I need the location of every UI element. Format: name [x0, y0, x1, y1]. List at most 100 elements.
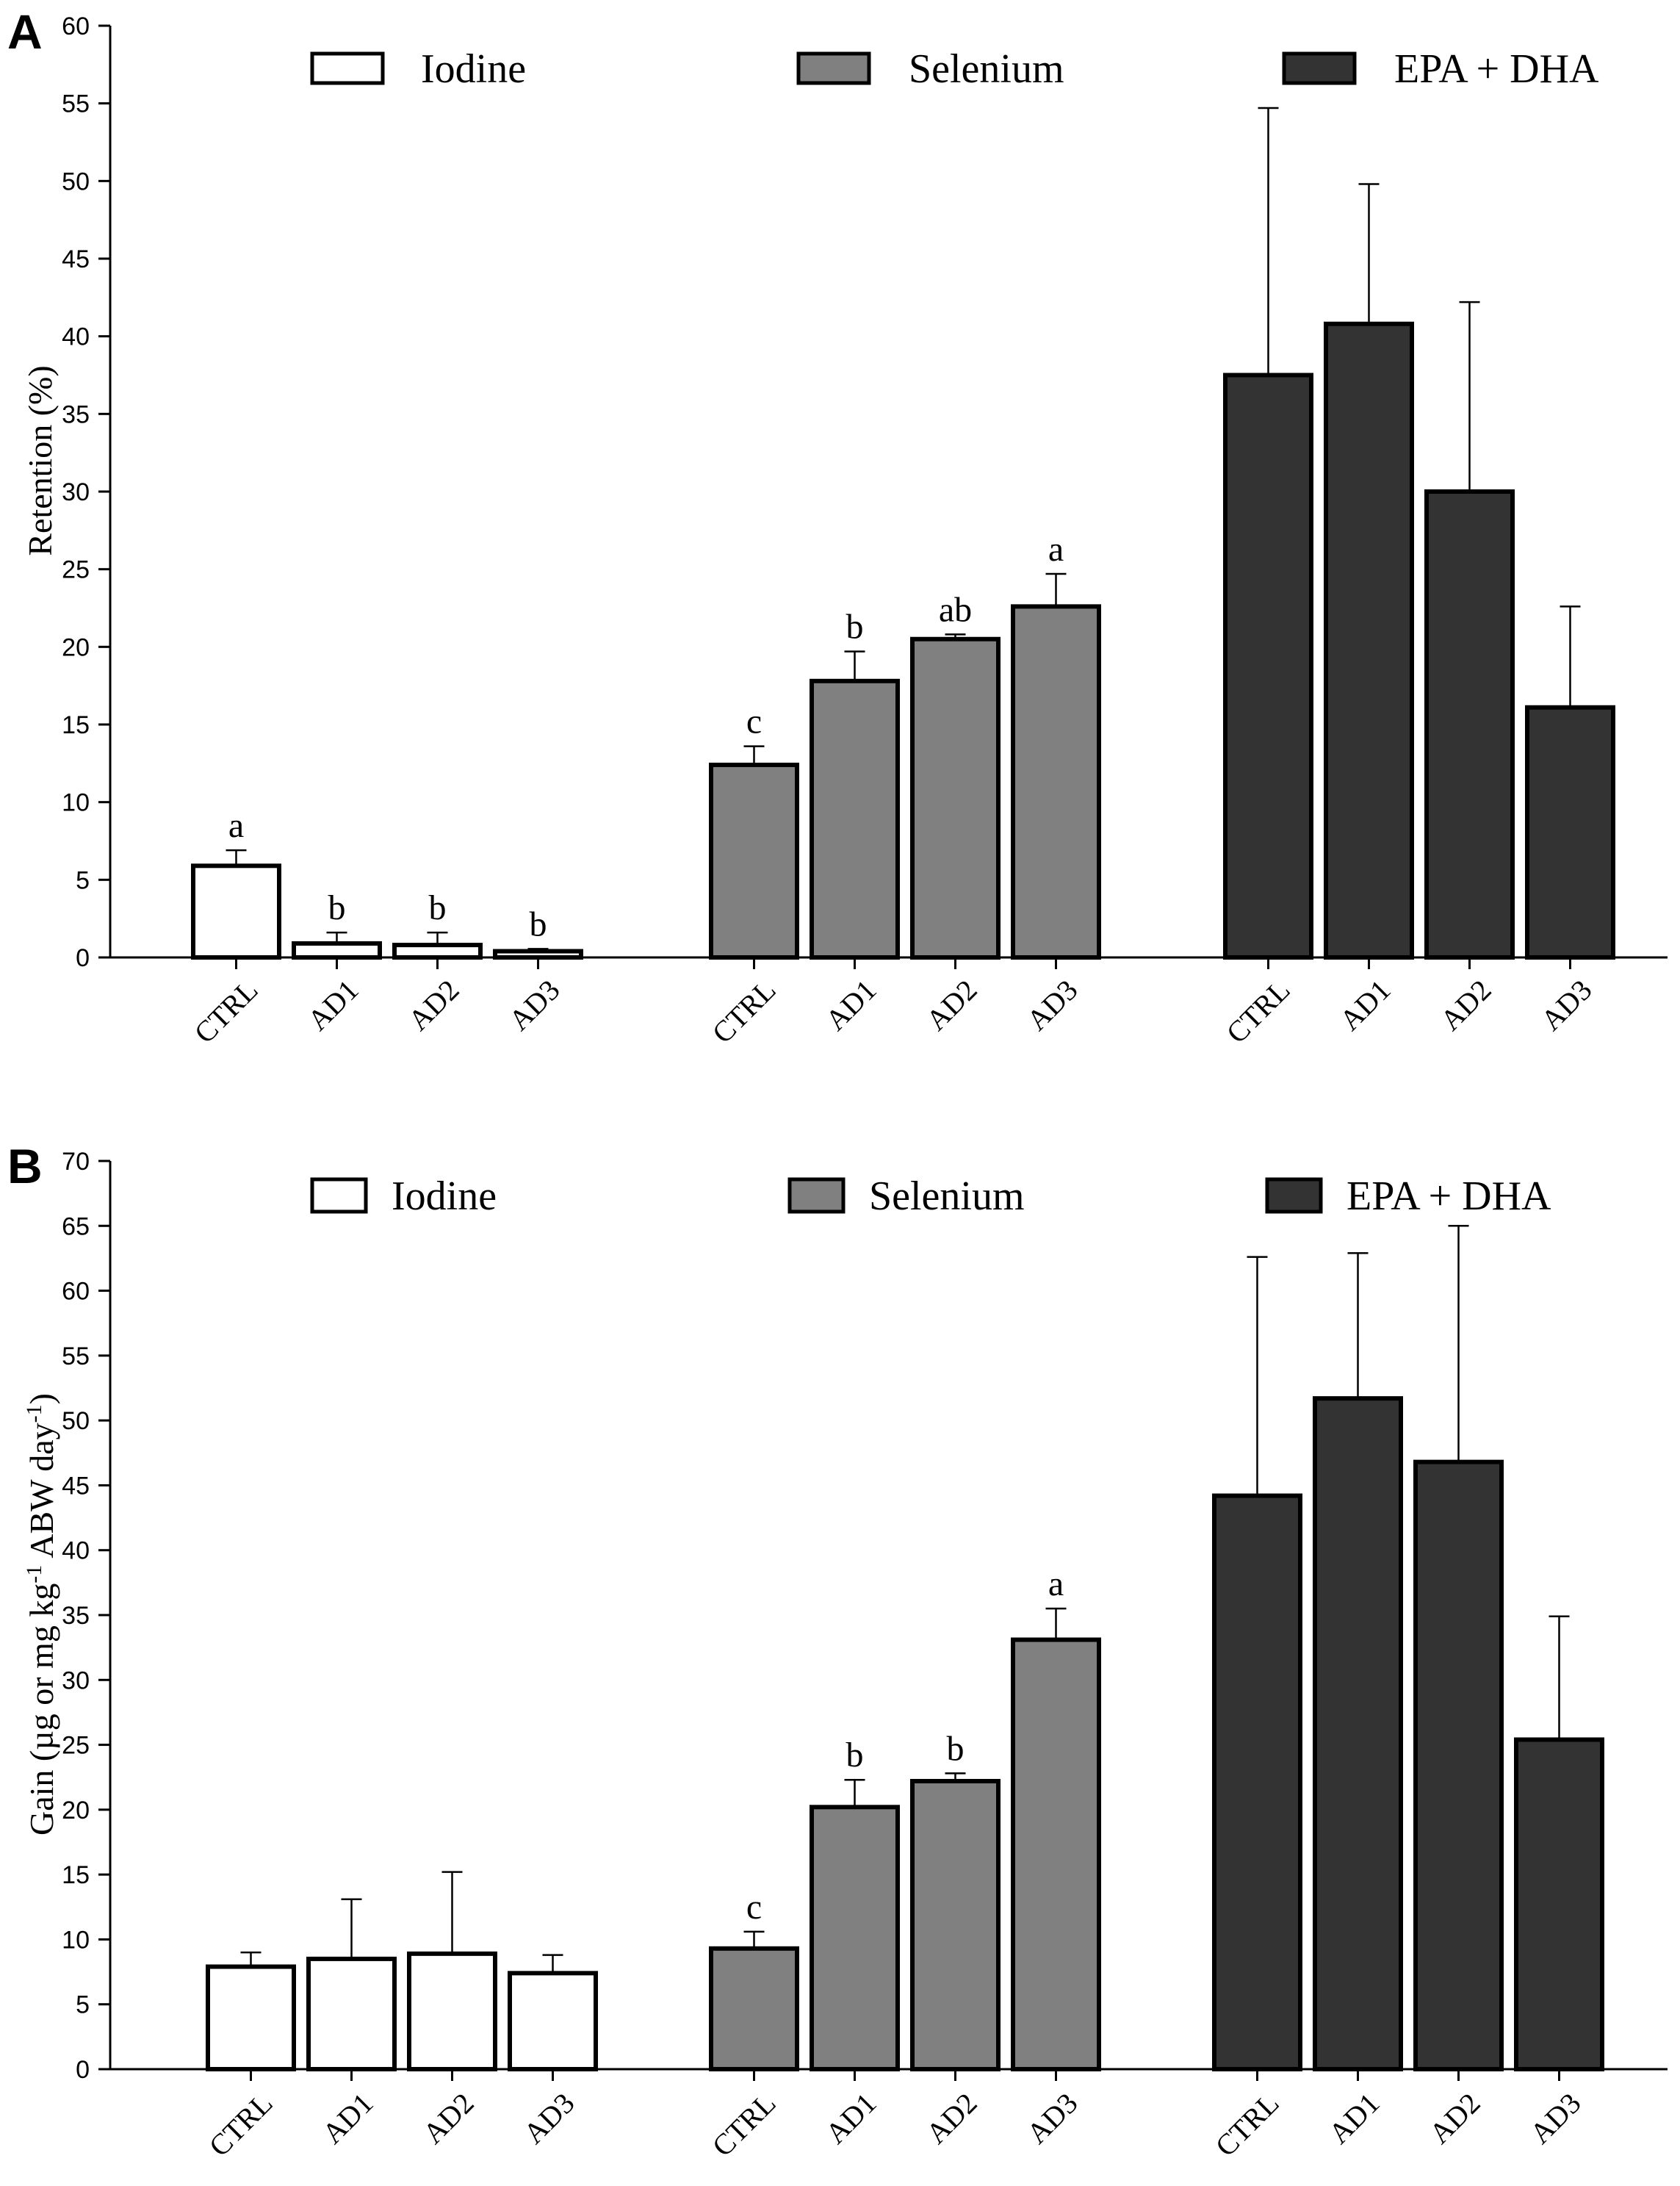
panel-letter-b: B	[7, 1139, 43, 1193]
bar	[306, 1956, 397, 2072]
legend-label: EPA + DHA	[1394, 46, 1599, 92]
bar	[910, 1779, 1001, 2072]
category-label: AD3	[502, 973, 566, 1037]
y-tick-label: 10	[62, 789, 90, 817]
y-tick-label: 40	[62, 1537, 90, 1565]
y-tick-label: 15	[62, 711, 90, 739]
legend-swatch	[1265, 1177, 1323, 1214]
bar	[810, 1805, 900, 2071]
bar	[910, 636, 1001, 960]
y-tick-label: 20	[62, 1797, 90, 1824]
y-axis-title-part: )	[23, 1393, 60, 1404]
y-tick-label: 70	[62, 1148, 90, 1176]
bar	[1313, 1396, 1403, 2071]
y-axis-title-superscript: -1	[22, 1565, 46, 1583]
y-tick-label: 40	[62, 323, 90, 351]
y-tick-label: 55	[62, 90, 90, 118]
y-tick-label: 0	[76, 2056, 90, 2084]
bar	[1011, 604, 1101, 960]
bar	[1212, 1493, 1302, 2072]
significance-label: c	[746, 702, 762, 741]
y-tick-label: 15	[62, 1861, 90, 1889]
significance-label: b	[328, 888, 346, 927]
panel-b: B Gain (µg or mg kg-1 ABW day-1) 0510152…	[7, 1139, 1668, 2162]
y-tick-label: 20	[62, 633, 90, 661]
y-tick-label: 35	[62, 1602, 90, 1630]
legend-swatch	[796, 51, 871, 85]
bar	[1011, 1637, 1101, 2071]
y-tick-label: 60	[62, 12, 90, 40]
y-tick-label: 30	[62, 1667, 90, 1694]
category-label: AD1	[819, 973, 883, 1037]
bar	[709, 1946, 799, 2071]
category-label: AD1	[316, 2086, 380, 2150]
category-label: AD2	[1423, 2086, 1487, 2150]
y-axis-title-part: ABW day	[23, 1423, 60, 1564]
legend-label: Iodine	[421, 46, 526, 92]
bar	[407, 1951, 497, 2071]
category-label: CTRL	[1209, 2086, 1286, 2162]
category-label: CTRL	[203, 2086, 279, 2162]
y-tick-label: 65	[62, 1212, 90, 1240]
y-tick-label: 60	[62, 1278, 90, 1306]
panel-a: A Retention (%) 0 5 10 15 20 25 30 35 40 45 50 55 60…	[7, 4, 1668, 1049]
legend-label: Selenium	[869, 1173, 1025, 1219]
significance-label: a	[1048, 530, 1064, 569]
y-tick-label: 25	[62, 1732, 90, 1760]
bar	[810, 678, 900, 960]
category-label: CTRL	[706, 2086, 782, 2162]
y-tick-label: 25	[62, 556, 90, 584]
bar	[709, 762, 799, 960]
category-label: AD2	[417, 2086, 480, 2150]
y-tick-label: 55	[62, 1342, 90, 1370]
significance-label: b	[846, 1736, 864, 1775]
significance-label: b	[429, 888, 447, 927]
category-label: AD1	[1333, 973, 1397, 1037]
y-axis-title: Retention (%)	[21, 365, 59, 556]
legend-label: Selenium	[909, 46, 1064, 92]
significance-label: a	[1048, 1564, 1064, 1603]
legend-swatch	[1282, 51, 1357, 85]
category-label: AD3	[1524, 2086, 1587, 2150]
y-tick-label: 50	[62, 168, 90, 195]
y-tick-label: 5	[76, 1991, 90, 2019]
y-tick-label: 10	[62, 1926, 90, 1954]
significance-label: b	[530, 905, 547, 943]
legend-swatch	[787, 1177, 846, 1214]
category-label: AD2	[920, 2086, 984, 2150]
category-label: AD3	[517, 2086, 581, 2150]
bar	[1413, 1459, 1504, 2072]
y-axis-title-part: Gain (µg or mg kg	[23, 1583, 60, 1836]
y-tick-label: 0	[76, 944, 90, 972]
bar	[392, 943, 483, 960]
category-label: AD2	[920, 973, 984, 1037]
legend-label: Iodine	[392, 1173, 497, 1219]
significance-label: b	[947, 1729, 965, 1768]
category-label: AD2	[402, 973, 466, 1037]
category-label: AD2	[1434, 973, 1498, 1037]
y-tick-label: 30	[62, 478, 90, 506]
significance-label: c	[746, 1888, 762, 1927]
bar	[206, 1964, 296, 2071]
bar	[1324, 321, 1414, 960]
y-tick-label: 5	[76, 866, 90, 894]
legend-swatch	[310, 51, 385, 85]
y-tick-label: 50	[62, 1407, 90, 1435]
y-tick-label: 45	[62, 245, 90, 273]
category-label: AD3	[1535, 973, 1598, 1037]
category-label: AD1	[301, 973, 365, 1037]
significance-label: a	[228, 806, 244, 845]
bar	[191, 863, 281, 960]
bar	[493, 949, 583, 960]
bar	[1525, 705, 1615, 960]
category-label: AD3	[1020, 2086, 1084, 2150]
bar	[292, 941, 382, 960]
category-label: AD1	[1322, 2086, 1386, 2150]
category-label: AD1	[819, 2086, 883, 2150]
y-tick-label: 45	[62, 1472, 90, 1500]
category-label: CTRL	[188, 973, 264, 1049]
y-tick-label: 35	[62, 400, 90, 428]
bar	[1514, 1737, 1604, 2071]
legend-swatch	[310, 1177, 368, 1214]
